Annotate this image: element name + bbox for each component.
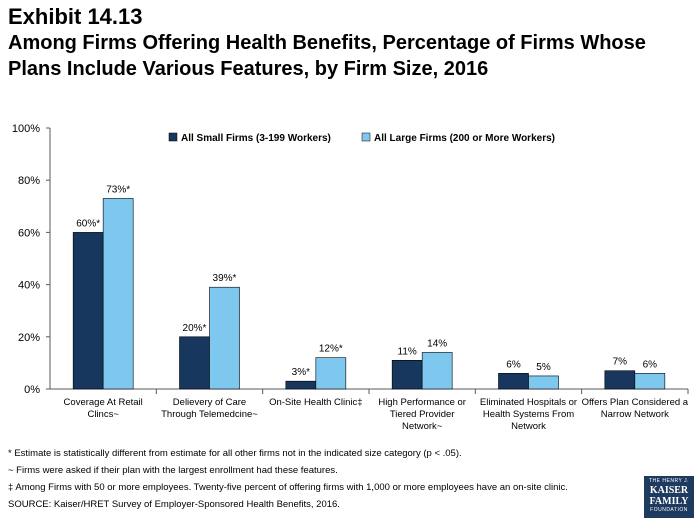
data-label: 60%* (76, 218, 100, 229)
bar-large-firms (209, 286, 240, 390)
x-tick-label: Narrow Network (601, 409, 669, 420)
x-tick-label: Offers Plan Considered a (582, 397, 689, 408)
x-tick-label: High Performance or (378, 397, 466, 408)
data-label: 20%* (183, 323, 207, 334)
bar-small-firms (285, 380, 317, 390)
x-tick-label: Eliminated Hospitals or (480, 397, 577, 408)
bar-small-firms (604, 370, 636, 390)
data-label: 14% (427, 338, 447, 349)
x-tick-label: Tiered Provider (390, 409, 455, 420)
footnote-significance: * Estimate is statistically different fr… (8, 448, 462, 459)
bar-large-firms (634, 373, 666, 390)
bar-small-firms (391, 359, 423, 390)
bar-large-firms (421, 352, 453, 390)
exhibit-number: Exhibit 14.13 (8, 4, 143, 29)
x-tick-label: Network (511, 421, 546, 432)
x-tick-label: Clincs~ (87, 409, 119, 420)
header: Exhibit 14.13 Among Firms Offering Healt… (8, 4, 688, 82)
y-tick-label: 60% (18, 227, 40, 239)
data-label: 6% (506, 359, 521, 370)
bar-large-firms (528, 375, 559, 390)
data-label: 3%* (292, 367, 310, 378)
bar-large-firms (102, 198, 134, 390)
legend-label-small-firms: All Small Firms (3-199 Workers) (181, 133, 331, 144)
data-label: 11% (398, 346, 417, 357)
chart-title: Among Firms Offering Health Benefits, Pe… (8, 32, 646, 80)
legend-swatch-large-firms (361, 132, 371, 142)
y-tick-label: 40% (18, 280, 40, 292)
y-tick-label: 20% (18, 332, 40, 344)
data-label: 39%* (213, 273, 237, 284)
kff-logo: THE HENRY J. KAISER FAMILY FOUNDATION (644, 476, 694, 518)
x-tick-label: Network~ (402, 421, 443, 432)
data-label: 73%* (106, 184, 130, 195)
footnote-onsite-clinic: ‡ Among Firms with 50 or more employees.… (8, 482, 568, 493)
bar-small-firms (179, 336, 210, 390)
x-tick-label: Coverage At Retail (64, 397, 143, 408)
x-tick-label: Delievery of Care (173, 397, 246, 408)
data-label: 7% (613, 357, 628, 368)
legend-swatch-small-firms (168, 132, 178, 142)
x-tick-label: Health Systems From (483, 409, 574, 420)
footnotes: * Estimate is statistically different fr… (8, 445, 648, 513)
data-label: 12%* (319, 344, 343, 355)
bar-chart: 0% 20% 40% 60% 80% 100% 60%* 73%* Coverage At Re… (12, 123, 689, 432)
legend-label-large-firms: All Large Firms (200 or More Workers) (374, 133, 555, 144)
data-label: 5% (536, 362, 551, 373)
data-label: 6% (643, 359, 658, 370)
footnote-largest-plan: ~ Firms were asked if their plan with th… (8, 465, 338, 476)
bar-small-firms (498, 373, 529, 390)
bar-large-firms (315, 357, 347, 390)
x-tick-label: Through Telemedcine~ (161, 409, 258, 420)
y-tick-label: 80% (18, 175, 40, 187)
x-tick-label: On-Site Health Clinic‡ (269, 397, 362, 408)
y-tick-label: 100% (12, 123, 40, 135)
y-tick-label: 0% (24, 384, 40, 396)
bar-small-firms (72, 232, 104, 390)
source-note: SOURCE: Kaiser/HRET Survey of Employer-S… (8, 499, 340, 510)
